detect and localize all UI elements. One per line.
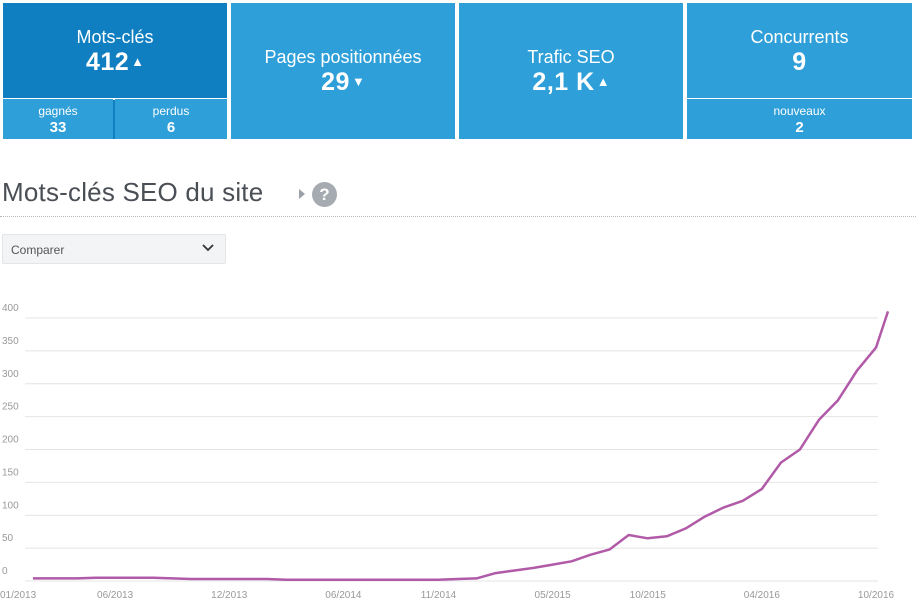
lost-label: perdus — [152, 104, 190, 118]
kpi-tile-keywords[interactable]: Mots-clés 412 ▲ gagnés 33 perdus 6 — [3, 3, 227, 139]
keywords-line-chart: 0 50 100 150 200 250 300 350 400 01/2013 06/2013 1… — [0, 303, 895, 601]
x-tick-label: 10/2015 — [630, 590, 667, 601]
x-tick-label: 12/2013 — [211, 590, 248, 601]
arrow-up-icon: ▲ — [131, 54, 145, 69]
gained-value: 33 — [49, 119, 67, 136]
chart-series-line — [33, 311, 890, 581]
section-title: Mots-clés SEO du site — [2, 177, 264, 207]
chevron-down-icon — [202, 244, 214, 252]
kpi-competitors-value: 9 — [792, 48, 807, 76]
y-tick-label: 350 — [2, 336, 19, 347]
y-tick-label: 100 — [2, 500, 19, 511]
y-tick-label: 0 — [2, 566, 8, 577]
kpi-keywords-value: 412 — [85, 48, 130, 76]
x-tick-label: 04/2016 — [744, 590, 781, 601]
kpi-pages-title: Pages positionnées — [264, 47, 422, 67]
y-tick-label: 200 — [2, 435, 19, 446]
compare-label: Comparer — [11, 243, 65, 257]
x-tick-label: 11/2014 — [421, 590, 457, 601]
help-icon[interactable]: ? — [312, 182, 337, 207]
y-tick-label: 150 — [2, 467, 19, 478]
x-tick-label: 05/2015 — [535, 590, 572, 601]
arrow-down-icon: ▼ — [351, 74, 365, 89]
chart-y-axis: 0 50 100 150 200 250 300 350 400 — [2, 303, 19, 577]
kpi-tile-pages[interactable]: Pages positionnées 29 ▼ — [231, 3, 455, 139]
kpi-pages-value: 29 — [321, 68, 350, 96]
x-tick-label: 06/2014 — [325, 590, 362, 601]
y-tick-label: 250 — [2, 402, 19, 413]
kpi-keywords-gained[interactable]: gagnés 33 — [3, 99, 113, 139]
y-tick-label: 300 — [2, 369, 19, 380]
caret-right-icon[interactable] — [299, 189, 305, 199]
x-tick-label: 10/2016 — [858, 590, 895, 601]
new-label: nouveaux — [773, 104, 826, 118]
kpi-traffic-value: 2,1 K — [532, 68, 595, 96]
x-tick-label: 01/2013 — [0, 590, 37, 601]
kpi-keywords-title: Mots-clés — [76, 27, 154, 47]
y-tick-label: 50 — [2, 533, 14, 544]
kpi-tile-traffic[interactable]: Trafic SEO 2,1 K ▲ — [459, 3, 683, 139]
divider — [0, 216, 916, 217]
kpi-competitors-title: Concurrents — [750, 27, 849, 47]
x-tick-label: 06/2013 — [97, 590, 134, 601]
kpi-traffic-title: Trafic SEO — [527, 47, 615, 67]
lost-value: 6 — [166, 119, 176, 136]
kpi-competitors-new[interactable]: nouveaux 2 — [687, 99, 912, 139]
arrow-up-icon: ▲ — [596, 74, 610, 89]
new-value: 2 — [795, 119, 804, 136]
y-tick-label: 400 — [2, 303, 19, 314]
chart-grid — [25, 317, 878, 582]
gained-label: gagnés — [38, 104, 78, 118]
chart-x-axis: 01/2013 06/2013 12/2013 06/2014 11/2014 05/20… — [0, 590, 895, 601]
kpi-keywords-lost[interactable]: perdus 6 — [115, 99, 227, 139]
compare-dropdown[interactable]: Comparer — [2, 234, 226, 264]
kpi-tile-competitors[interactable]: Concurrents 9 nouveaux 2 — [687, 3, 912, 139]
